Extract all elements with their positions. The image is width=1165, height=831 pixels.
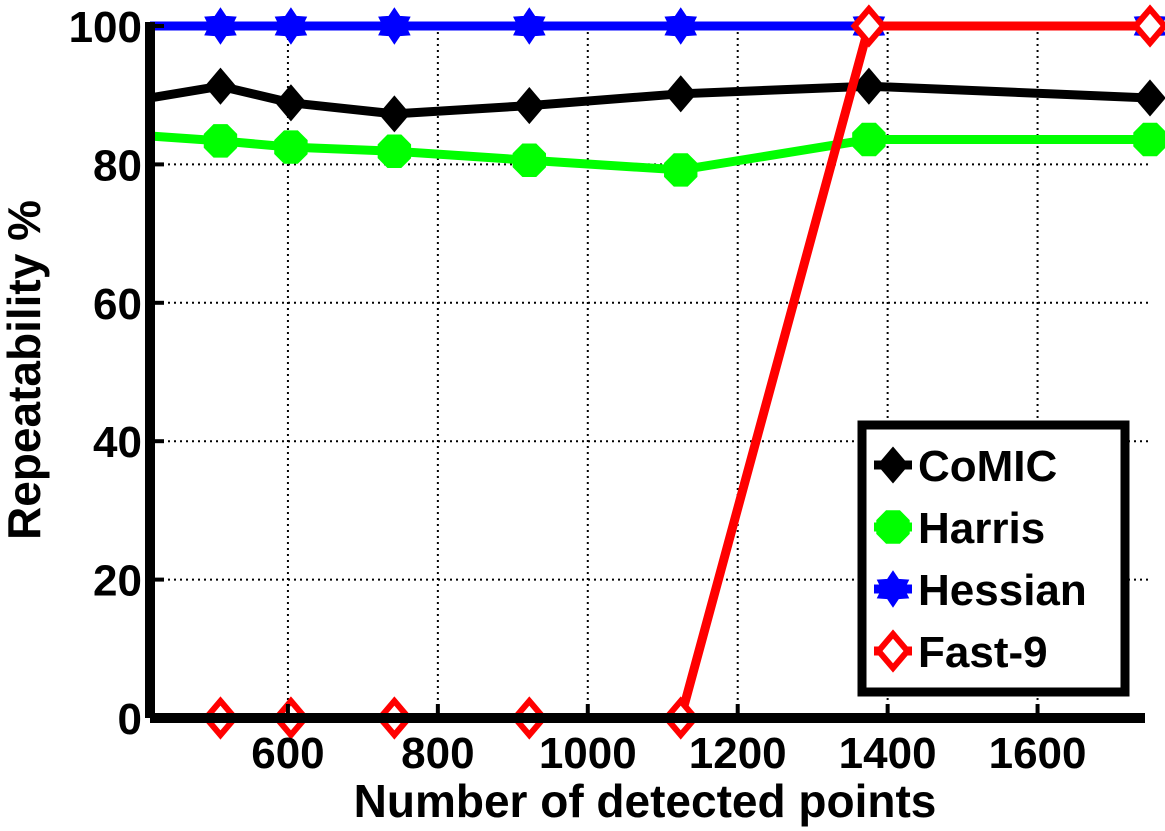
legend-item: Harris xyxy=(874,504,1045,553)
legend-label: CoMIC xyxy=(918,442,1057,491)
series-lines xyxy=(149,4,1165,740)
x-tick-label: 1200 xyxy=(689,729,787,778)
legend-label: Hessian xyxy=(918,566,1087,615)
x-tick-label: 1600 xyxy=(989,729,1087,778)
x-tick-label: 1000 xyxy=(539,729,637,778)
legend-item: Hessian xyxy=(874,566,1087,615)
y-tick-label: 100 xyxy=(69,3,142,52)
data-point xyxy=(1131,4,1165,48)
x-axis-label: Number of detected points xyxy=(354,775,937,827)
axes xyxy=(145,22,1145,723)
legend-item: CoMIC xyxy=(874,442,1057,491)
legend-label: Fast-9 xyxy=(918,628,1048,677)
legend-swatch-marker xyxy=(876,510,910,544)
data-point xyxy=(664,153,698,187)
legend: CoMIC Harris Hessian Fast-9 xyxy=(857,420,1130,697)
data-point xyxy=(378,7,411,45)
x-tick-label: 800 xyxy=(401,729,474,778)
data-point xyxy=(513,87,546,125)
data-point xyxy=(664,75,697,113)
data-point xyxy=(274,130,308,164)
legend-swatch-marker xyxy=(874,629,912,673)
y-tick-label: 0 xyxy=(118,695,142,744)
y-tick-label: 20 xyxy=(93,557,142,606)
x-tick-label: 600 xyxy=(251,729,324,778)
legend-item: Fast-9 xyxy=(874,628,1048,677)
data-point xyxy=(512,143,547,177)
x-tick-label: 1400 xyxy=(839,729,937,778)
series-harris xyxy=(149,122,1165,187)
data-point xyxy=(513,7,546,45)
data-point xyxy=(203,124,238,158)
data-point xyxy=(204,7,237,45)
data-point xyxy=(378,95,411,133)
series-comic xyxy=(149,67,1165,133)
y-axis-label: Repeatability % xyxy=(0,200,50,540)
data-point xyxy=(1134,79,1165,117)
data-point xyxy=(852,122,886,157)
legend-swatch-marker xyxy=(877,446,909,484)
data-point xyxy=(1133,122,1165,157)
legend-swatch-marker xyxy=(876,570,910,608)
data-point xyxy=(275,84,307,122)
y-tick-label: 40 xyxy=(93,418,142,467)
data-point xyxy=(664,7,698,45)
y-tick-label: 80 xyxy=(93,141,142,190)
data-point xyxy=(204,67,237,105)
data-point xyxy=(274,7,308,45)
data-point xyxy=(853,67,885,105)
y-tick-label: 60 xyxy=(93,280,142,329)
legend-label: Harris xyxy=(918,504,1045,553)
data-point xyxy=(377,134,412,168)
data-point xyxy=(850,4,888,48)
tick-labels: 600 800 1000 1200 1400 1600 0 20 40 60 80 100 xyxy=(69,3,1087,778)
